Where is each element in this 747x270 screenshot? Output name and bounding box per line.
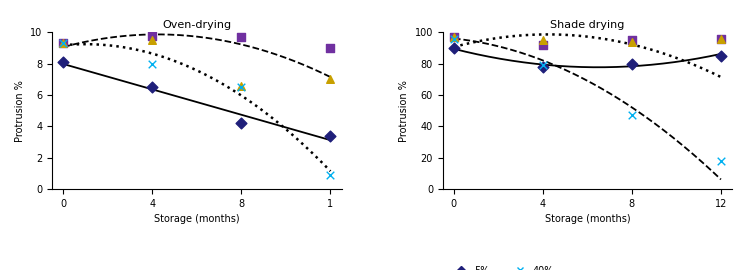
Title: Shade drying: Shade drying — [551, 20, 624, 30]
Point — [448, 36, 460, 41]
Legend: 5%, 12%, 20%, 40%, Polynomial (40%): 5%, 12%, 20%, 40%, Polynomial (40%) — [447, 262, 622, 270]
Point — [58, 41, 69, 46]
Point — [235, 83, 247, 88]
Point — [324, 77, 336, 82]
Point — [448, 46, 460, 50]
Point — [235, 121, 247, 125]
Point — [58, 41, 69, 46]
Point — [324, 173, 336, 177]
Point — [448, 35, 460, 39]
Point — [537, 38, 549, 42]
Point — [715, 159, 727, 163]
Point — [146, 85, 158, 89]
Point — [146, 33, 158, 38]
X-axis label: Storage (months): Storage (months) — [154, 214, 240, 224]
Title: Oven-drying: Oven-drying — [162, 20, 232, 30]
Point — [235, 85, 247, 89]
Point — [537, 63, 549, 68]
Point — [324, 46, 336, 50]
Y-axis label: Protrusion %: Protrusion % — [399, 80, 409, 142]
Point — [58, 41, 69, 46]
Point — [146, 38, 158, 42]
Point — [448, 35, 460, 39]
Point — [715, 36, 727, 41]
Point — [58, 60, 69, 64]
Point — [626, 38, 638, 42]
Point — [235, 35, 247, 39]
Point — [715, 54, 727, 58]
Point — [626, 40, 638, 44]
Point — [537, 65, 549, 69]
Point — [626, 62, 638, 66]
Point — [146, 62, 158, 66]
Point — [324, 134, 336, 138]
X-axis label: Storage (months): Storage (months) — [545, 214, 630, 224]
Point — [715, 36, 727, 41]
Y-axis label: Protrusion %: Protrusion % — [15, 80, 25, 142]
Point — [626, 113, 638, 117]
Point — [537, 43, 549, 47]
